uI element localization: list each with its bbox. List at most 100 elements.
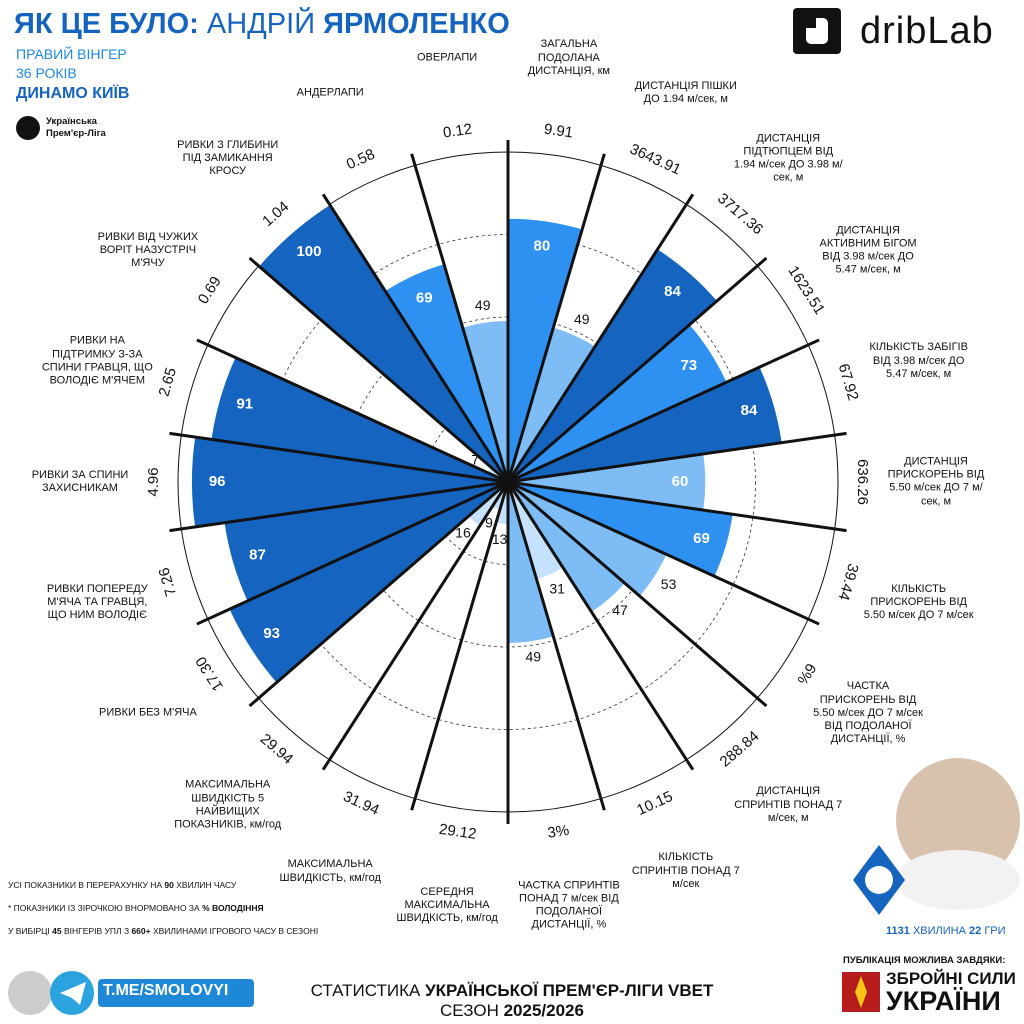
- position: ПРАВИЙ ВІНГЕР: [16, 46, 127, 62]
- footnote-part: % ВОЛОДІННЯ: [202, 903, 264, 913]
- divider: [506, 153, 606, 483]
- footnote-part: * ПОКАЗНИКИ ІЗ ЗІРОЧКОЮ ВНОРМОВАНО ЗА: [8, 903, 203, 913]
- minutes-word: ХВИЛИНА: [912, 925, 966, 937]
- divider: [169, 480, 509, 533]
- raw-value: 39.44: [835, 561, 862, 602]
- author-avatar: [8, 971, 52, 1015]
- metric-label: РИВКИ БЕЗ М'ЯЧА: [99, 706, 197, 719]
- raw-value: 636.26: [854, 459, 871, 505]
- divider: [248, 256, 509, 484]
- raw-value: 0.58: [344, 146, 378, 174]
- raw-value: 9.91: [543, 121, 574, 142]
- value-label: 100: [296, 243, 321, 260]
- minutes-line: 1131 ХВИЛИНА 22 ГРИ: [886, 925, 1006, 937]
- metric-label: ОВЕРЛАПИ: [416, 51, 478, 64]
- value-label: 60: [672, 473, 689, 490]
- raw-value: 7.26: [156, 565, 181, 598]
- metric-label: РИВКИ З ГЛИБИНИ ПІД ЗАМИКАННЯ КРОСУ: [177, 138, 279, 178]
- divider: [248, 480, 509, 708]
- forces-trident: [855, 976, 867, 1008]
- footnote-part: УСІ ПОКАЗНИКИ В ПЕРЕРАХУНКУ НА: [8, 880, 165, 890]
- divider: [507, 256, 768, 484]
- value-label: 49: [574, 311, 590, 327]
- divider: [410, 481, 510, 811]
- divider: [196, 338, 509, 484]
- metric-label: МАКСИМАЛЬНА ШВИДКІСТЬ, км/год: [279, 858, 381, 884]
- league-badge: [16, 116, 40, 140]
- brand-icon-cut: [806, 18, 816, 28]
- stats-league: УКРАЇНСЬКОЇ ПРЕМ'ЄР-ЛІГИ VBET: [425, 981, 714, 1000]
- title-prefix: ЯК ЦЕ БУЛО:: [14, 8, 199, 40]
- footnote-part: ВІНГЕРІВ УПЛ З: [61, 926, 132, 936]
- stats-line: СТАТИСТИКА УКРАЇНСЬКОЇ ПРЕМ'ЄР-ЛІГИ VBET: [311, 981, 714, 1001]
- raw-value: 288.84: [717, 728, 763, 771]
- telegram-box: [98, 979, 254, 1007]
- player-photo: [896, 758, 1020, 882]
- footnote: УСІ ПОКАЗНИКИ В ПЕРЕРАХУНКУ НА 90 ХВИЛИН…: [8, 880, 318, 890]
- metric-label: ЗАГАЛЬНА ПОДОЛАНА ДИСТАНЦІЯ, км: [527, 38, 610, 77]
- value-label: 49: [526, 649, 542, 665]
- raw-value: 29.94: [257, 730, 297, 767]
- value-label: 49: [475, 297, 491, 313]
- value-label: 91: [236, 396, 253, 413]
- value-label: 80: [534, 237, 551, 254]
- divider: [506, 481, 695, 771]
- player-shirt: [896, 850, 1020, 910]
- footnotes: УСІ ПОКАЗНИКИ В ПЕРЕРАХУНКУ НА 90 ХВИЛИН…: [8, 880, 318, 949]
- metric-label: РИВКИ НА ПІДТРИМКУ З-ЗА СПИНИ ГРАВЦЯ, ЩО…: [41, 335, 153, 387]
- divider: [507, 338, 820, 484]
- forces-line-2: УКРАЇНИ: [886, 986, 1001, 1016]
- metric-label: ДИСТАНЦІЯ ПІДТЮПЦЕМ ВІД 1.94 м/сек ДО 3.…: [733, 132, 843, 184]
- age: 36 РОКІВ: [16, 65, 77, 81]
- metric-label: РИВКИ ПОПЕРЕДУ М'ЯЧА ТА ГРАВЦЯ, ЩО НИМ В…: [46, 582, 148, 622]
- divider: [196, 480, 509, 626]
- value-label: 13: [492, 531, 508, 547]
- metric-label: КІЛЬКІСТЬ СПРИНТІВ ПОНАД 7 м/сек: [631, 851, 740, 890]
- forces-line-1: ЗБРОЙНІ СИЛИ: [886, 969, 1016, 988]
- value-label: 84: [741, 402, 758, 419]
- metric-label: КІЛЬКІСТЬ ЗАБІГІВ ВІД 3.98 м/сек ДО 5.47…: [869, 341, 968, 380]
- metric-label: АНДЕРЛАПИ: [296, 86, 364, 99]
- title: ЯК ЦЕ БУЛО: АНДРІЙ ЯРМОЛЕНКО: [14, 8, 510, 41]
- metric-label: РИВКИ ВІД ЧУЖИХ ВОРІТ НАЗУСТРІЧ М'ЯЧУ: [97, 230, 199, 270]
- season: 2025/2026: [503, 1001, 584, 1020]
- stats-prefix: СТАТИСТИКА: [310, 981, 421, 1000]
- metric-label: ДИСТАНЦІЯ ПІШКИ ДО 1.94 м/сек, м: [634, 79, 737, 105]
- games: 22: [969, 925, 982, 937]
- value-label: 96: [209, 473, 226, 490]
- metric-label: ЧАСТКА ПРИСКОРЕНЬ ВІД 5.50 м/сек ДО 7 м/…: [813, 680, 923, 746]
- raw-value: 3%: [546, 822, 570, 842]
- value-label: 69: [693, 530, 710, 547]
- divider: [507, 480, 768, 708]
- metric-label: КІЛЬКІСТЬ ПРИСКОРЕНЬ ВІД 5.50 м/сек ДО 7…: [863, 582, 974, 622]
- value-label: 69: [416, 289, 433, 306]
- value-label: 7: [471, 452, 479, 468]
- first-name: АНДРІЙ: [206, 8, 316, 40]
- raw-value: 29.12: [438, 821, 478, 843]
- club: ДИНАМО КИЇВ: [16, 85, 130, 102]
- season-line: СЕЗОН 2025/2026: [440, 1001, 584, 1021]
- value-label: 47: [612, 602, 628, 618]
- metric-label: ЧАСТКА СПРИНТІВ ПОНАД 7 м/сек ВІД ПОДОЛА…: [518, 879, 620, 931]
- raw-value: 0.12: [442, 121, 473, 142]
- value-label: 84: [664, 283, 681, 300]
- divider: [410, 153, 510, 483]
- value-label: 87: [249, 547, 266, 564]
- thanks: ПУБЛІКАЦІЯ МОЖЛИВА ЗАВДЯКИ:: [843, 955, 1006, 966]
- value-label: 9: [485, 514, 493, 530]
- telegram-link[interactable]: T.ME/SMOLOVYI: [103, 982, 229, 999]
- raw-value: 0.69: [195, 273, 225, 307]
- metric-label: ДИСТАНЦІЯ СПРИНТІВ ПОНАД 7 м/сек, м: [734, 785, 843, 825]
- footnote-part: 45: [52, 926, 62, 936]
- footnote-part: 90: [164, 880, 174, 890]
- last-name: ЯРМОЛЕНКО: [323, 8, 510, 40]
- metric-label: МАКСИМАЛЬНА ШВИДКІСТЬ 5 НАЙВИЩИХ ПОКАЗНИ…: [174, 779, 282, 831]
- divider: [507, 480, 820, 626]
- footnote: * ПОКАЗНИКИ ІЗ ЗІРОЧКОЮ ВНОРМОВАНО ЗА % …: [8, 903, 318, 913]
- footnote-part: У ВИБІРЦІ: [8, 926, 53, 936]
- metric-label: РИВКИ ЗА СПИНИ ЗАХИСНИКАМ: [31, 468, 129, 494]
- divider: [321, 481, 510, 771]
- value-label: 73: [680, 357, 697, 374]
